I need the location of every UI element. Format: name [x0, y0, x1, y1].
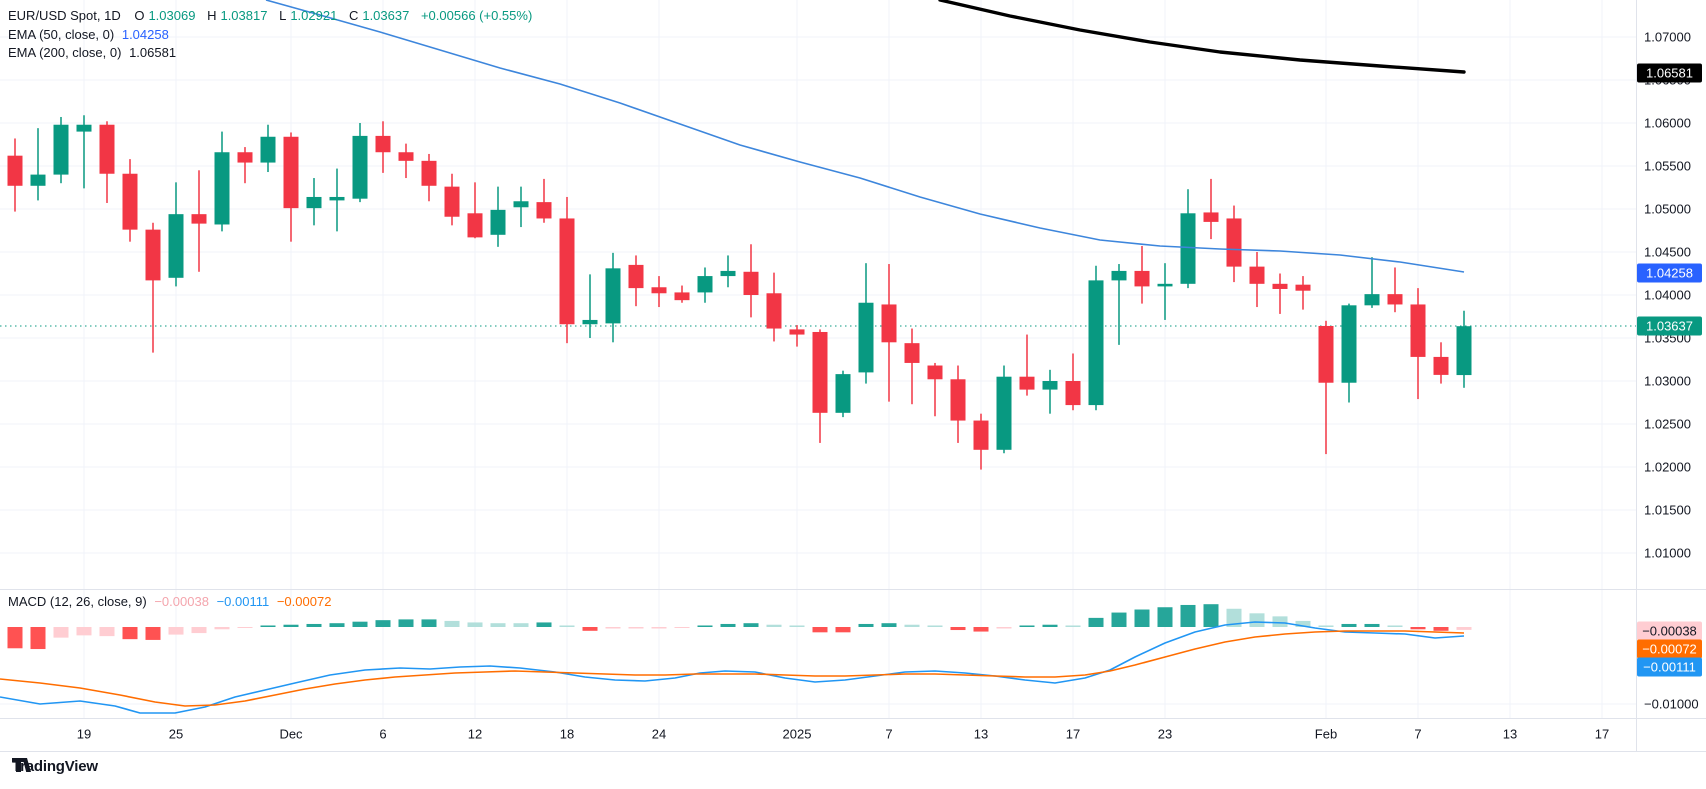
price-tick-label: 1.03000	[1644, 373, 1691, 389]
time-axis-label: 23	[1157, 726, 1173, 742]
ema200-line	[938, 0, 1466, 74]
ema50-value: 1.04258	[121, 27, 169, 42]
axis-value-badge: −0.00038	[1637, 621, 1702, 641]
time-axis-label: 13	[973, 726, 989, 742]
price-tick-label: 1.01000	[1644, 545, 1691, 561]
symbol-legend-row[interactable]: EUR/USD Spot, 1D O 1.03069 H 1.03817 L 1.02…	[8, 8, 536, 23]
macd-legend-row[interactable]: MACD (12, 26, close, 9) −0.00038 −0.0011…	[8, 594, 335, 609]
time-axis-label: 25	[168, 726, 184, 742]
macd-histogram	[7, 604, 1472, 650]
change-value: +0.00566 (+0.55%)	[420, 8, 533, 23]
macd-line-value: −0.00111	[216, 594, 270, 609]
time-axis-label: 19	[76, 726, 92, 742]
symbol-title: EUR/USD Spot, 1D	[8, 8, 121, 23]
ema50-line	[265, 0, 1465, 273]
ema200-legend-row[interactable]: EMA (200, close, 0) 1.06581	[8, 45, 180, 60]
tradingview-logo-text: TradingView	[12, 758, 98, 775]
macd-line	[0, 621, 1465, 714]
ema50-label: EMA (50, close, 0)	[8, 27, 115, 42]
axis-value-badge: 1.03637	[1637, 316, 1702, 336]
ema50-legend-row[interactable]: EMA (50, close, 0) 1.04258	[8, 27, 173, 42]
macd-label: MACD (12, 26, close, 9)	[8, 594, 147, 609]
ema200-label: EMA (200, close, 0)	[8, 45, 122, 60]
ema200-value: 1.06581	[129, 45, 177, 60]
time-axis-label: 2025	[782, 726, 812, 742]
price-tick-label: 1.05000	[1644, 201, 1691, 217]
time-axis-label: 17	[1594, 726, 1610, 742]
time-axis-label: 13	[1502, 726, 1518, 742]
price-tick-label: 1.04000	[1644, 287, 1691, 303]
time-axis-label: Dec	[279, 726, 303, 742]
price-tick-label: 1.06000	[1644, 115, 1691, 131]
chart-canvas[interactable]	[0, 0, 1636, 752]
ohlc-close: C 1.03637	[348, 8, 410, 23]
macd-signal-value: −0.00072	[276, 594, 332, 609]
time-axis-label: 7	[885, 726, 893, 742]
pane-separator[interactable]	[0, 589, 1706, 590]
macd-tick-label: −0.01000	[1644, 696, 1699, 712]
axis-value-badge: −0.00111	[1637, 657, 1702, 677]
candles	[7, 115, 1472, 470]
time-axis-label: 18	[559, 726, 575, 742]
ohlc-high: H 1.03817	[207, 8, 268, 23]
macd-signal-line	[0, 630, 1465, 707]
time-axis-label: 12	[467, 726, 483, 742]
axis-value-badge: −0.00072	[1637, 639, 1702, 659]
time-axis-label: 17	[1065, 726, 1081, 742]
tradingview-logo[interactable]: TradingView	[12, 758, 98, 775]
price-tick-label: 1.04500	[1644, 244, 1691, 260]
price-tick-label: 1.01500	[1644, 502, 1691, 518]
ohlc-low: L 1.02921	[279, 8, 338, 23]
time-axis-top-border	[0, 718, 1706, 719]
axis-value-badge: 1.06581	[1637, 63, 1702, 83]
price-tick-label: 1.02000	[1644, 459, 1691, 475]
macd-hist-value: −0.00038	[154, 594, 209, 609]
time-axis-label: Feb	[1314, 726, 1338, 742]
price-tick-label: 1.05500	[1644, 158, 1691, 174]
axis-value-badge: 1.04258	[1637, 263, 1702, 283]
price-tick-label: 1.02500	[1644, 416, 1691, 432]
ohlc-open: O 1.03069	[134, 8, 196, 23]
time-axis-label: 24	[651, 726, 667, 742]
price-tick-label: 1.07000	[1644, 29, 1691, 45]
time-scale[interactable]	[0, 718, 1706, 751]
price-scale-border	[1636, 0, 1637, 751]
time-axis-label: 6	[379, 726, 387, 742]
time-axis-label: 7	[1414, 726, 1422, 742]
time-axis-bottom-border	[0, 751, 1706, 752]
tradingview-logo-icon	[12, 758, 31, 772]
price-scale[interactable]	[1636, 0, 1706, 718]
